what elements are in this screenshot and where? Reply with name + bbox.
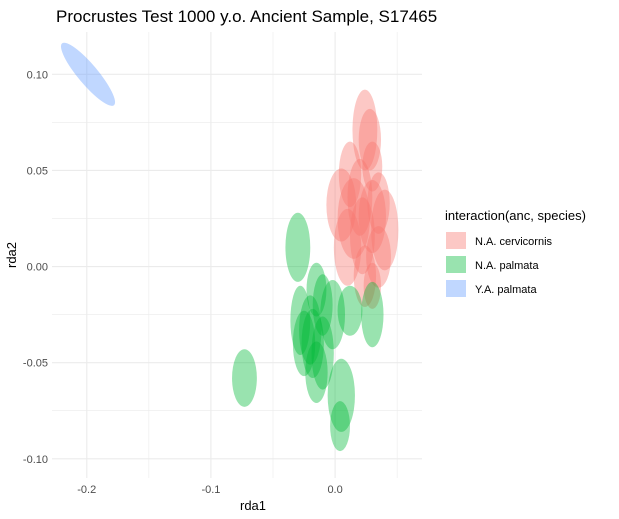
ellipse-point — [352, 89, 378, 171]
ellipse-point — [306, 262, 327, 317]
ellipse-point — [290, 285, 311, 355]
ellipse-point — [338, 141, 362, 207]
legend-key — [446, 280, 466, 297]
y-tick-label: -0.05 — [23, 358, 48, 370]
ellipse-point — [232, 349, 257, 407]
ellipse-point — [363, 262, 382, 309]
plot-grid — [52, 32, 422, 478]
ellipse-point — [353, 245, 377, 307]
legend-key — [446, 232, 466, 249]
y-tick-label: -0.10 — [23, 454, 48, 466]
ellipse-point — [337, 178, 370, 259]
ellipse-point — [285, 212, 311, 282]
x-tick-label: -0.1 — [201, 484, 220, 496]
ellipse-point — [330, 401, 350, 452]
series-y-a-palmata — [60, 42, 116, 106]
legend-label: N.A. cervicornis — [475, 236, 553, 248]
legend-label: N.A. palmata — [475, 260, 539, 272]
y-axis-title: rda2 — [4, 242, 19, 268]
ellipse-point — [299, 295, 322, 365]
plot-ellipses — [60, 42, 399, 452]
ellipse-point — [366, 226, 391, 288]
x-axis-title: rda1 — [240, 498, 266, 513]
ellipse-point — [305, 341, 328, 404]
series-n-a-palmata — [232, 212, 384, 452]
x-tick-label: -0.2 — [77, 484, 96, 496]
legend: interaction(anc, species) N.A. cervicorn… — [445, 208, 586, 297]
ellipse-point — [312, 274, 333, 336]
y-tick-label: 0.00 — [27, 262, 48, 274]
ellipse-point — [347, 158, 373, 236]
series-n-a-cervicornis — [326, 89, 399, 309]
legend-key — [446, 256, 466, 273]
ellipse-point — [333, 208, 362, 286]
ellipse-point — [320, 279, 346, 350]
ellipse-point — [327, 358, 355, 432]
ellipse-point — [337, 285, 363, 336]
ellipse-point — [301, 308, 324, 379]
ellipse-point — [349, 197, 375, 275]
ellipse-point — [292, 310, 316, 377]
ellipse-point — [358, 180, 386, 254]
legend-title: interaction(anc, species) — [445, 208, 586, 223]
ellipse-point — [358, 108, 382, 171]
ellipse-point — [362, 141, 383, 192]
chart-title: Procrustes Test 1000 y.o. Ancient Sample… — [56, 7, 437, 26]
y-tick-label: 0.10 — [27, 69, 48, 81]
ellipse-point — [361, 281, 384, 348]
legend-label: Y.A. palmata — [475, 284, 537, 296]
ellipse-point — [311, 316, 334, 390]
x-tick-label: 0.0 — [327, 484, 342, 496]
ellipse-point — [367, 172, 390, 234]
ellipse-point — [60, 42, 116, 106]
axis-ticks: -0.2 -0.1 0.0 0.10 0.05 0.00 -0.05 -0.10 — [23, 69, 343, 496]
y-tick-label: 0.05 — [27, 165, 48, 177]
ellipse-point — [326, 168, 357, 242]
ellipse-point — [371, 189, 399, 271]
